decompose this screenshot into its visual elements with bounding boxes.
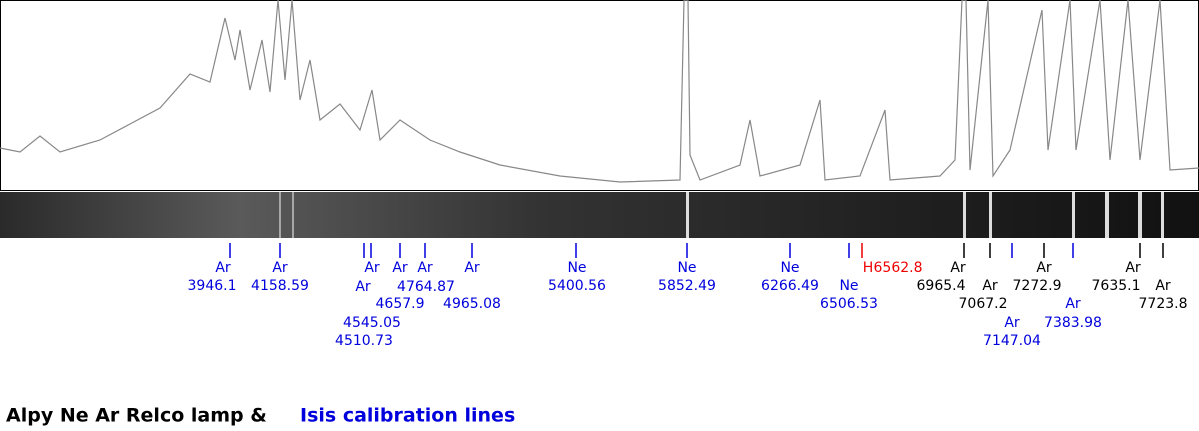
strip-lines [279, 192, 1164, 238]
element-label: Ne [677, 260, 696, 276]
wavelength-label: 4545.05 [343, 315, 401, 331]
wavelength-label: 6562.8 [874, 260, 923, 276]
caption-lines: Isis calibration lines [300, 405, 515, 427]
wavelength-label: 7272.9 [1013, 278, 1062, 294]
element-label: Ne [567, 260, 586, 276]
wavelength-label: 4764.87 [397, 279, 455, 295]
element-label: Ar [982, 278, 998, 294]
element-label: Ar [950, 260, 966, 276]
element-label: Ar [355, 279, 371, 295]
wavelength-label: 7067.2 [959, 296, 1008, 312]
wavelength-label: 7723.8 [1139, 296, 1188, 312]
element-label: Ar [1036, 260, 1052, 276]
spectrum-trace [0, 0, 1199, 183]
element-label: Ar [215, 260, 231, 276]
element-label: H [863, 260, 874, 276]
wavelength-label: 7635.1 [1092, 278, 1141, 294]
wavelength-label: 5400.56 [548, 278, 606, 294]
wavelength-label: 6965.4 [917, 278, 966, 294]
element-label: Ne [839, 278, 858, 294]
wavelength-label: 5852.49 [658, 278, 716, 294]
element-label: Ar [392, 260, 408, 276]
spectrum-strip [0, 192, 1199, 238]
element-label: Ar [1004, 315, 1020, 331]
wavelength-label: 7147.04 [983, 333, 1041, 349]
wavelength-label: 3946.1 [188, 278, 237, 294]
element-label: Ar [464, 260, 480, 276]
wavelength-label: 6506.53 [820, 296, 878, 312]
wavelength-label: 4657.9 [376, 296, 425, 312]
wavelength-label: 7383.98 [1044, 315, 1102, 331]
element-label: Ar [272, 260, 288, 276]
element-label: Ne [780, 260, 799, 276]
wavelength-label: 4510.73 [335, 333, 393, 349]
element-label: Ar [1065, 296, 1081, 312]
element-label: Ar [1155, 278, 1171, 294]
wavelength-label: 4158.59 [251, 278, 309, 294]
element-label: Ar [417, 260, 433, 276]
element-label: Ar [364, 260, 380, 276]
wavelength-label: 6266.49 [761, 278, 819, 294]
caption-lamp: Alpy Ne Ar Relco lamp & [6, 405, 267, 427]
plot-frame [0, 0, 1199, 191]
wavelength-label: 4965.08 [443, 296, 501, 312]
element-label: Ar [1125, 260, 1141, 276]
